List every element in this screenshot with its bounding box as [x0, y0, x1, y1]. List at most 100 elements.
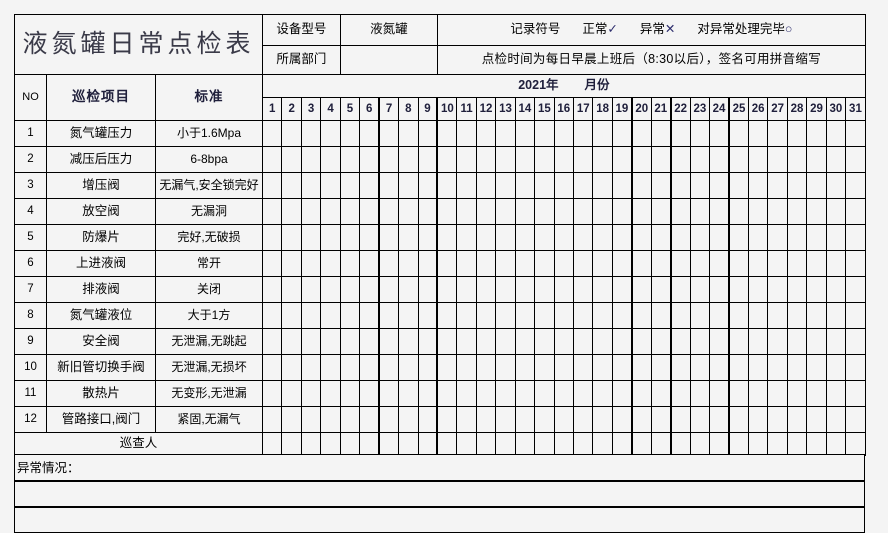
- check-cell[interactable]: [475, 120, 497, 147]
- check-cell[interactable]: [417, 146, 438, 173]
- check-cell[interactable]: [592, 172, 613, 199]
- check-cell[interactable]: [630, 224, 652, 251]
- check-cell[interactable]: [436, 198, 458, 225]
- check-cell[interactable]: [845, 120, 866, 147]
- check-cell[interactable]: [573, 172, 594, 199]
- check-cell[interactable]: [630, 146, 652, 173]
- check-cell[interactable]: [417, 380, 438, 407]
- signer-cell[interactable]: [320, 432, 341, 456]
- check-cell[interactable]: [669, 146, 691, 173]
- check-cell[interactable]: [456, 302, 477, 329]
- check-cell[interactable]: [300, 276, 322, 303]
- signer-cell[interactable]: [845, 432, 866, 456]
- check-cell[interactable]: [436, 276, 458, 303]
- check-cell[interactable]: [261, 406, 283, 433]
- check-cell[interactable]: [573, 328, 594, 355]
- check-cell[interactable]: [767, 406, 788, 433]
- check-cell[interactable]: [281, 224, 302, 251]
- check-cell[interactable]: [320, 276, 341, 303]
- check-cell[interactable]: [475, 406, 497, 433]
- check-cell[interactable]: [786, 146, 808, 173]
- check-cell[interactable]: [767, 328, 788, 355]
- check-cell[interactable]: [767, 224, 788, 251]
- check-cell[interactable]: [747, 120, 769, 147]
- signer-cell[interactable]: [650, 432, 672, 456]
- check-cell[interactable]: [806, 328, 827, 355]
- check-cell[interactable]: [339, 250, 361, 277]
- check-cell[interactable]: [261, 302, 283, 329]
- check-cell[interactable]: [650, 120, 672, 147]
- check-cell[interactable]: [709, 224, 730, 251]
- check-cell[interactable]: [339, 380, 361, 407]
- check-cell[interactable]: [709, 250, 730, 277]
- check-cell[interactable]: [281, 354, 302, 381]
- check-cell[interactable]: [573, 302, 594, 329]
- check-cell[interactable]: [786, 276, 808, 303]
- check-cell[interactable]: [359, 172, 380, 199]
- check-cell[interactable]: [592, 198, 613, 225]
- check-cell[interactable]: [456, 120, 477, 147]
- check-cell[interactable]: [553, 354, 575, 381]
- check-cell[interactable]: [359, 120, 380, 147]
- check-cell[interactable]: [747, 328, 769, 355]
- check-cell[interactable]: [281, 276, 302, 303]
- signer-cell[interactable]: [456, 432, 477, 456]
- check-cell[interactable]: [495, 120, 516, 147]
- check-cell[interactable]: [611, 328, 633, 355]
- check-cell[interactable]: [727, 224, 749, 251]
- check-cell[interactable]: [534, 354, 555, 381]
- check-cell[interactable]: [689, 406, 711, 433]
- check-cell[interactable]: [630, 120, 652, 147]
- check-cell[interactable]: [436, 328, 458, 355]
- check-cell[interactable]: [709, 354, 730, 381]
- check-cell[interactable]: [611, 276, 633, 303]
- signer-cell[interactable]: [709, 432, 730, 456]
- check-cell[interactable]: [534, 276, 555, 303]
- check-cell[interactable]: [514, 198, 536, 225]
- check-cell[interactable]: [534, 198, 555, 225]
- check-cell[interactable]: [417, 406, 438, 433]
- check-cell[interactable]: [630, 172, 652, 199]
- check-cell[interactable]: [727, 250, 749, 277]
- check-cell[interactable]: [767, 354, 788, 381]
- check-cell[interactable]: [378, 302, 400, 329]
- check-cell[interactable]: [514, 354, 536, 381]
- check-cell[interactable]: [767, 198, 788, 225]
- check-cell[interactable]: [573, 380, 594, 407]
- check-cell[interactable]: [689, 250, 711, 277]
- signer-cell[interactable]: [300, 432, 322, 456]
- check-cell[interactable]: [689, 120, 711, 147]
- check-cell[interactable]: [747, 406, 769, 433]
- check-cell[interactable]: [495, 146, 516, 173]
- check-cell[interactable]: [747, 250, 769, 277]
- signer-cell[interactable]: [806, 432, 827, 456]
- check-cell[interactable]: [456, 250, 477, 277]
- check-cell[interactable]: [514, 328, 536, 355]
- check-cell[interactable]: [825, 198, 847, 225]
- check-cell[interactable]: [650, 302, 672, 329]
- check-cell[interactable]: [456, 146, 477, 173]
- check-cell[interactable]: [300, 380, 322, 407]
- check-cell[interactable]: [592, 380, 613, 407]
- check-cell[interactable]: [456, 406, 477, 433]
- check-cell[interactable]: [320, 354, 341, 381]
- check-cell[interactable]: [669, 406, 691, 433]
- check-cell[interactable]: [689, 146, 711, 173]
- check-cell[interactable]: [261, 276, 283, 303]
- check-cell[interactable]: [436, 354, 458, 381]
- signer-cell[interactable]: [281, 432, 302, 456]
- check-cell[interactable]: [281, 328, 302, 355]
- check-cell[interactable]: [378, 250, 400, 277]
- check-cell[interactable]: [417, 354, 438, 381]
- check-cell[interactable]: [650, 172, 672, 199]
- check-cell[interactable]: [727, 198, 749, 225]
- check-cell[interactable]: [727, 328, 749, 355]
- check-cell[interactable]: [592, 224, 613, 251]
- check-cell[interactable]: [514, 250, 536, 277]
- check-cell[interactable]: [747, 224, 769, 251]
- check-cell[interactable]: [630, 250, 652, 277]
- check-cell[interactable]: [553, 328, 575, 355]
- signer-cell[interactable]: [669, 432, 691, 456]
- check-cell[interactable]: [495, 224, 516, 251]
- check-cell[interactable]: [669, 328, 691, 355]
